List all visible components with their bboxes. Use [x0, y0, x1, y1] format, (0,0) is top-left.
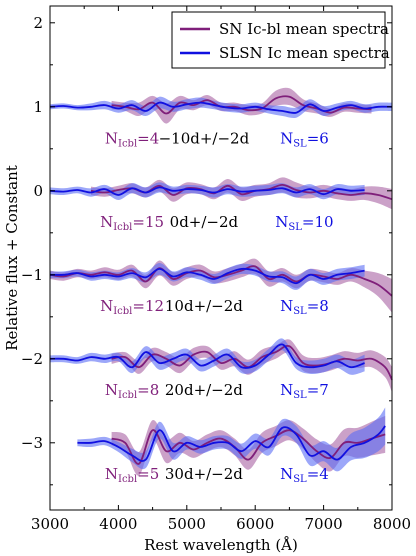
slsn-line-epoch-4 — [77, 425, 386, 462]
mean-spectra-lines — [49, 95, 393, 465]
epoch-annotations: NIcbl=4 −10d+/−2d NSL=6 NIcbl=15 0d+/−2d NSL=… — [100, 130, 333, 485]
slsn-band-epoch-4 — [77, 407, 386, 472]
phase-label-epoch-4: 30d+/−2d — [165, 465, 243, 483]
legend: SN Ic-bl mean spectra SLSN Ic mean spect… — [171, 11, 390, 69]
x-tick-label-2: 5000 — [168, 515, 206, 533]
icbl-line-epoch-3 — [111, 344, 393, 381]
slsn-count-epoch-2: NSL=8 — [280, 297, 329, 317]
slsn-count-epoch-0: NSL=6 — [280, 130, 329, 150]
y-tick-label-2: 0 — [33, 182, 43, 200]
phase-label-epoch-0: −10d+/−2d — [159, 130, 250, 148]
slsn-line-epoch-2 — [49, 267, 365, 285]
icbl-count-epoch-3: NIcbl=8 — [105, 381, 159, 401]
slsn-line-epoch-1 — [49, 186, 365, 196]
icbl-count-epoch-4: NIcbl=5 — [105, 465, 159, 485]
phase-label-epoch-1: 0d+/−2d — [170, 213, 239, 231]
x-tick-label-0: 3000 — [31, 515, 69, 533]
y-tick-label-1: 1 — [33, 98, 43, 116]
y-axis-title: Relative flux + Constant — [3, 165, 21, 351]
icbl-count-epoch-2: NIcbl=12 — [100, 297, 164, 317]
axis-ticks: 3000 4000 5000 6000 7000 8000 2 1 0 −1 −2 −3 — [21, 6, 411, 533]
slsn-count-epoch-1: NSL=10 — [275, 213, 333, 233]
x-tick-label-5: 8000 — [373, 515, 411, 533]
y-tick-label-5: −3 — [21, 434, 43, 452]
slsn-count-epoch-4: NSL=4 — [280, 465, 329, 485]
y-tick-label-0: 2 — [33, 14, 43, 32]
x-tick-label-1: 4000 — [99, 515, 137, 533]
phase-label-epoch-2: 10d+/−2d — [165, 297, 243, 315]
slsn-count-epoch-3: NSL=7 — [280, 381, 329, 401]
slsn-line-epoch-0 — [49, 101, 393, 114]
phase-label-epoch-3: 20d+/−2d — [165, 381, 243, 399]
icbl-count-epoch-0: NIcbl=4 — [105, 130, 159, 150]
slsn-line-epoch-3 — [49, 343, 365, 369]
x-tick-label-3: 6000 — [236, 515, 274, 533]
x-tick-label-4: 7000 — [305, 515, 343, 533]
y-tick-label-3: −1 — [21, 266, 43, 284]
x-axis-title: Rest wavelength (Å) — [144, 536, 298, 554]
legend-label-icbl: SN Ic-bl mean spectra — [219, 20, 389, 38]
y-tick-label-4: −2 — [21, 350, 43, 368]
legend-label-slsn: SLSN Ic mean spectra — [219, 44, 390, 62]
legend-box — [171, 11, 386, 69]
icbl-count-epoch-1: NIcbl=15 — [100, 213, 164, 233]
